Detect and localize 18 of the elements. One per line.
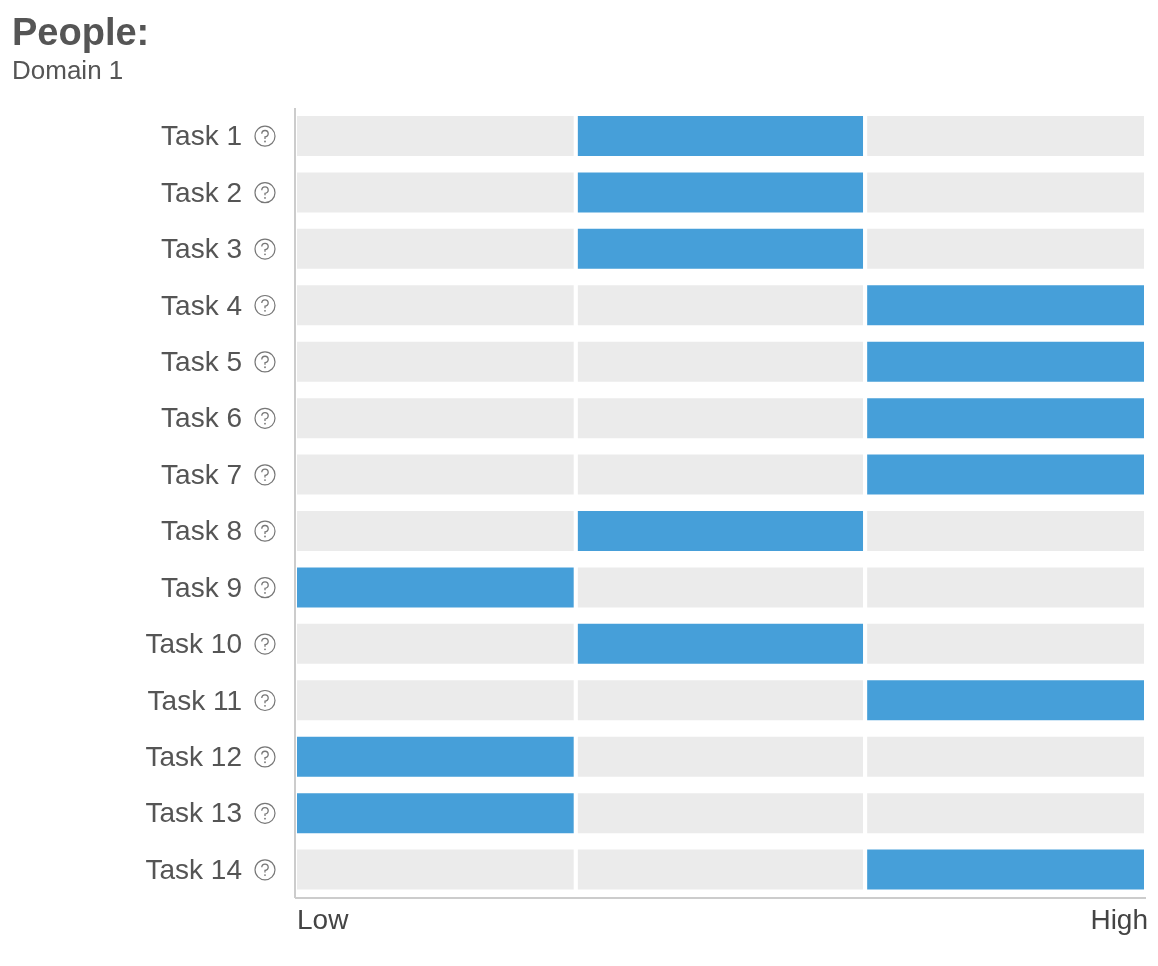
y-tick-label: Task 6 [161, 402, 242, 434]
y-tick-label: Task 12 [145, 740, 242, 772]
y-tick-label: Task 5 [161, 345, 242, 377]
y-tick-label: Task 10 [145, 628, 242, 660]
y-tick-label: Task 9 [161, 571, 242, 603]
text: High [1090, 904, 1148, 936]
y-tick-label: Task 8 [161, 515, 242, 547]
chart-title: People: [12, 10, 151, 54]
text: Low [297, 904, 349, 936]
y-tick-label: Task 3 [161, 233, 242, 265]
y-tick-label: Task 11 [147, 684, 242, 716]
y-tick-label: Task 13 [145, 797, 242, 829]
y-tick-label: Task 1 [161, 120, 242, 152]
y-tick-label: Task 4 [161, 289, 242, 321]
text: Domain 1 [12, 54, 125, 86]
y-tick-label: Task 2 [161, 176, 242, 208]
y-tick-label: Task 14 [145, 853, 242, 885]
y-tick-label: Task 7 [161, 458, 242, 490]
